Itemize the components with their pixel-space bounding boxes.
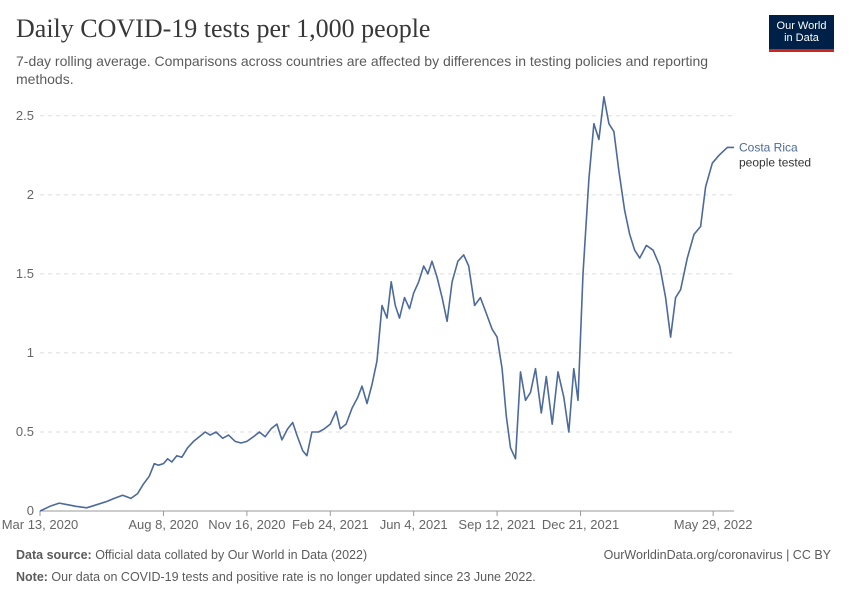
data-source-text: Official data collated by Our World in D… <box>91 548 368 562</box>
note-label: Note: <box>16 570 48 584</box>
x-tick-label: Aug 8, 2020 <box>128 517 198 532</box>
series-sublabel: people tested <box>739 155 811 169</box>
x-tick-label: May 29, 2022 <box>674 517 753 532</box>
note-text: Our data on COVID-19 tests and positive … <box>47 570 536 584</box>
data-source: Data source: Official data collated by O… <box>16 548 367 562</box>
x-tick-label: Dec 21, 2021 <box>542 517 619 532</box>
x-tick-label: Mar 13, 2020 <box>2 517 79 532</box>
x-tick-label: Jun 4, 2021 <box>380 517 448 532</box>
x-tick-label: Sep 12, 2021 <box>458 517 535 532</box>
source-link[interactable]: OurWorldinData.org/coronavirus | CC BY <box>603 548 831 562</box>
y-tick-label: 2.5 <box>16 108 34 123</box>
series-line-costa-rica[interactable] <box>39 96 734 512</box>
data-source-label: Data source: <box>16 548 92 562</box>
y-tick-label: 1.5 <box>16 266 34 281</box>
x-tick-label: Nov 16, 2020 <box>208 517 285 532</box>
y-tick-label: 1 <box>27 345 34 360</box>
x-tick-label: Feb 24, 2021 <box>292 517 369 532</box>
x-axis: Mar 13, 2020 Aug 8, 2020 Nov 16, 2020 Feb 2… <box>2 510 753 532</box>
y-axis: 0 0.5 1 1.5 2 2.5 <box>16 108 34 518</box>
series-label[interactable]: Costa Rica <box>739 140 798 154</box>
y-tick-label: 0 <box>27 503 34 518</box>
logo-line-2: in Data <box>784 32 819 44</box>
owid-logo[interactable]: Our World in Data <box>769 15 834 52</box>
logo-line-1: Our World <box>776 20 827 32</box>
y-tick-label: 0.5 <box>16 424 34 439</box>
chart-title: Daily COVID-19 tests per 1,000 people <box>16 14 431 43</box>
y-tick-label: 2 <box>27 187 34 202</box>
note: Note: Our data on COVID-19 tests and pos… <box>16 570 536 584</box>
chart-subtitle: 7-day rolling average. Comparisons acros… <box>16 53 709 87</box>
